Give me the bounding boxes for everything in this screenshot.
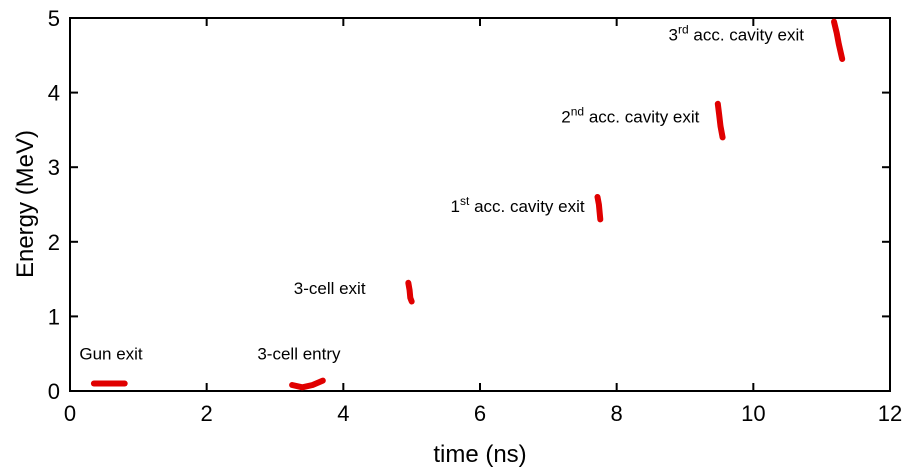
- x-axis-label: time (ns): [433, 441, 526, 468]
- annotation-label: Gun exit: [79, 345, 143, 364]
- series-1st-acc-cavity-exit: [594, 194, 604, 223]
- x-tick-label: 10: [741, 401, 765, 426]
- x-tick-label: 6: [474, 401, 486, 426]
- x-tick-label: 4: [337, 401, 349, 426]
- annotation-label: 3-cell entry: [257, 345, 341, 364]
- y-tick-label: 4: [48, 81, 60, 106]
- y-tick-label: 2: [48, 230, 60, 255]
- series-3-cell-exit: [405, 279, 415, 305]
- series-2nd-acc-cavity-exit: [714, 100, 726, 141]
- series-3rd-acc-cavity-exit: [831, 18, 846, 62]
- series-3-cell-entry: [289, 377, 326, 391]
- annotations: Gun exit 3-cell entry 3-cell exit 1st acc. …: [79, 22, 804, 363]
- y-tick-label: 5: [48, 6, 60, 31]
- annotation-label: 2nd acc. cavity exit: [561, 104, 699, 126]
- x-tick-label: 8: [611, 401, 623, 426]
- annotation-label: 3-cell exit: [294, 279, 366, 298]
- x-tick-label: 0: [64, 401, 76, 426]
- y-tick-label: 3: [48, 155, 60, 180]
- x-tick-label: 12: [878, 401, 902, 426]
- y-axis-label: Energy (MeV): [12, 130, 39, 278]
- data-series: [90, 18, 846, 391]
- y-tick-label: 1: [48, 304, 60, 329]
- annotation-label: 1st acc. cavity exit: [451, 194, 585, 216]
- x-tick-label: 2: [201, 401, 213, 426]
- y-axis-ticks: 0 1 2 3 4 5: [48, 6, 890, 404]
- y-tick-label: 0: [48, 379, 60, 404]
- x-axis-ticks: 0 2 4 6 8 10 12: [64, 18, 902, 426]
- annotation-label: 3rd acc. cavity exit: [669, 22, 805, 44]
